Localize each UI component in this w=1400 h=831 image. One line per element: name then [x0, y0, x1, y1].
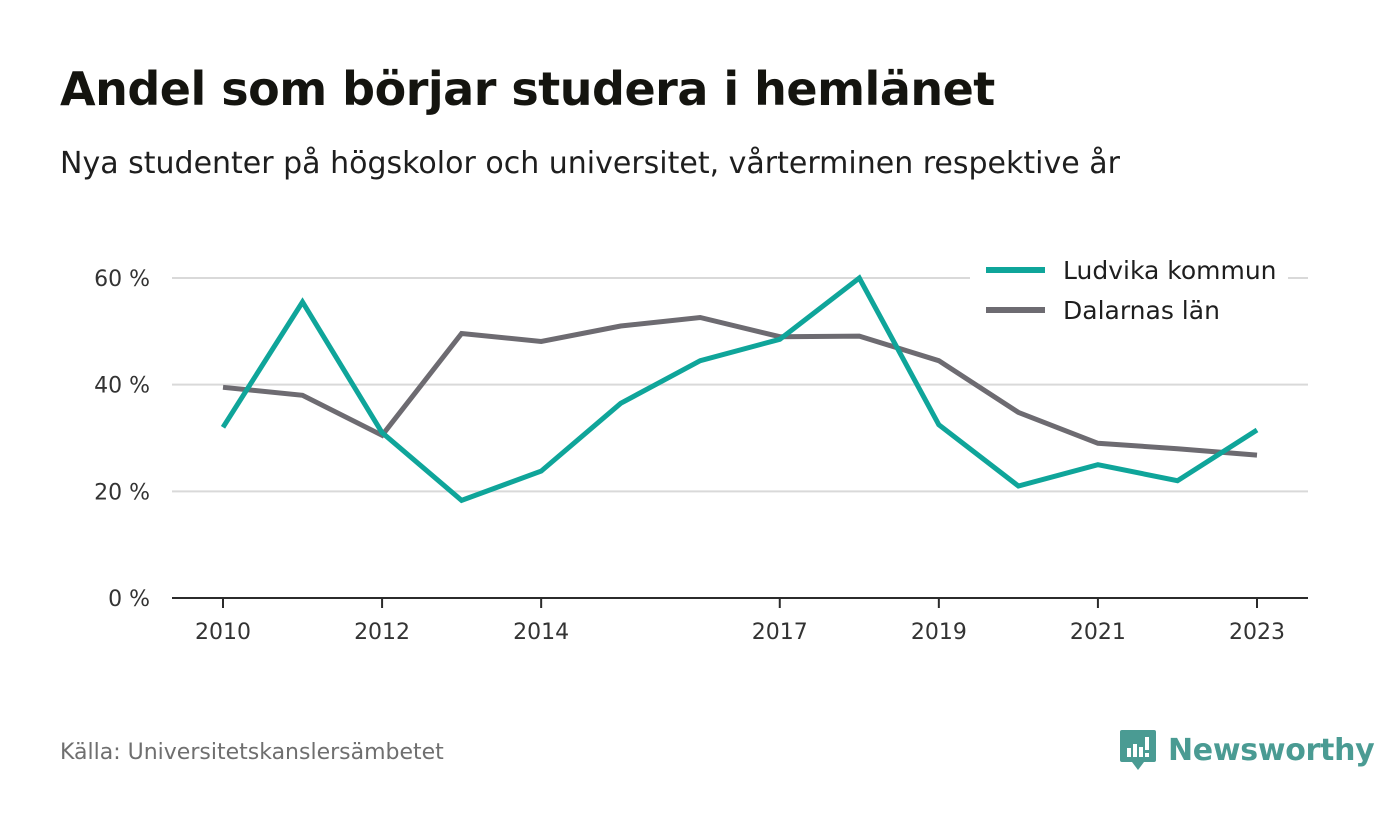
- legend-label: Dalarnas län: [1063, 296, 1220, 325]
- x-tick-label: 2023: [1229, 620, 1285, 645]
- newsworthy-logo-icon: [1120, 730, 1156, 770]
- x-tick-label: 2014: [513, 620, 569, 645]
- series-line: [220, 274, 1259, 504]
- y-tick-label: 60 %: [94, 267, 150, 292]
- brand-logo: Newsworthy: [1118, 728, 1375, 772]
- brand-name: Newsworthy: [1168, 732, 1375, 768]
- series-line: [222, 314, 1258, 458]
- chart-subtitle: Nya studenter på högskolor och universit…: [60, 146, 1120, 181]
- y-tick-label: 20 %: [94, 480, 150, 505]
- x-tick-label: 2021: [1070, 620, 1126, 645]
- x-tick-label: 2012: [354, 620, 410, 645]
- line-chart: 0 % 20 % 40 % 60 % 2010 2012 2014 2017 2019 2021 2…: [94, 256, 1308, 645]
- y-tick-label: 0 %: [108, 587, 150, 612]
- y-tick-label: 40 %: [94, 374, 150, 399]
- legend-label: Ludvika kommun: [1063, 256, 1277, 285]
- chart-title: Andel som börjar studera i hemlänet: [60, 62, 995, 116]
- source-note: Källa: Universitetskanslersämbetet: [60, 740, 444, 765]
- x-tick-label: 2019: [911, 620, 967, 645]
- x-tick-label: 2010: [195, 620, 251, 645]
- x-tick-label: 2017: [752, 620, 808, 645]
